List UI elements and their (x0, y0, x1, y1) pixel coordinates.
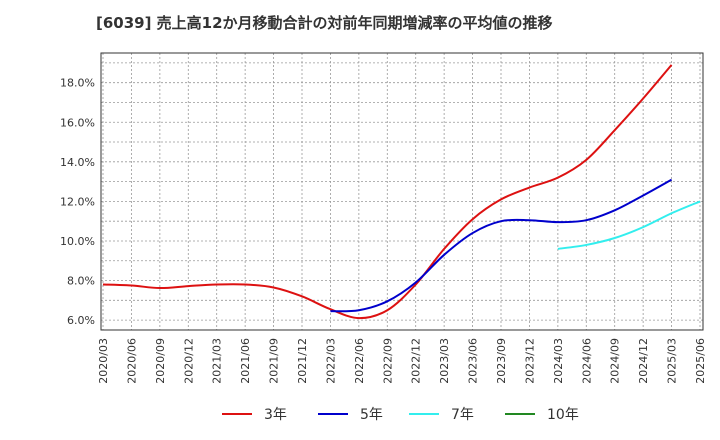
x-tick-label: 2024/06 (580, 338, 593, 384)
legend-label: 10年 (547, 407, 579, 423)
chart-title: [6039] 売上高12か月移動合計の対前年同期増減率の平均値の推移 (96, 14, 553, 32)
x-tick-label: 2023/12 (523, 338, 536, 384)
legend-label: 7年 (451, 407, 474, 423)
series-line-7年 (557, 200, 701, 250)
x-tick-label: 2021/03 (211, 338, 224, 384)
x-tick-label: 2023/03 (438, 338, 451, 384)
x-tick-label: 2020/06 (125, 338, 138, 384)
y-tick-label: 6.0% (67, 314, 95, 327)
x-tick-label: 2021/06 (239, 338, 252, 384)
legend-label: 3年 (264, 407, 287, 423)
x-tick-label: 2022/03 (324, 338, 337, 384)
legend: 3年 5年 7年 10年 (222, 407, 579, 423)
x-axis-ticks: 2020/03 2020/06 2020/09 2020/12 2021/03 2021/… (97, 338, 707, 384)
x-tick-label: 2021/12 (296, 338, 309, 384)
series-line-3年 (102, 64, 673, 320)
x-tick-label: 2024/03 (552, 338, 565, 384)
x-tick-label: 2025/03 (666, 338, 679, 384)
x-tick-label: 2020/09 (154, 338, 167, 384)
plot-frame (100, 52, 704, 331)
x-tick-label: 2025/06 (694, 338, 707, 384)
y-tick-label: 18.0% (60, 77, 95, 90)
y-axis-ticks: 6.0% 8.0% 10.0% 12.0% 14.0% 16.0% 18.0% (60, 77, 95, 327)
y-tick-label: 10.0% (60, 235, 95, 248)
x-tick-label: 2022/06 (353, 338, 366, 384)
y-tick-label: 16.0% (60, 116, 95, 129)
y-tick-label: 14.0% (60, 156, 95, 169)
grid (101, 53, 703, 330)
x-tick-label: 2023/09 (495, 338, 508, 384)
x-tick-label: 2024/12 (637, 338, 650, 384)
x-tick-label: 2021/09 (268, 338, 281, 384)
x-tick-label: 2024/09 (609, 338, 622, 384)
x-tick-label: 2023/06 (467, 338, 480, 384)
x-tick-label: 2022/09 (381, 338, 394, 384)
x-tick-label: 2020/12 (182, 338, 195, 384)
legend-label: 5年 (360, 407, 383, 423)
y-tick-label: 12.0% (60, 195, 95, 208)
x-tick-label: 2020/03 (97, 338, 110, 384)
series-line-5年 (330, 178, 673, 313)
series-lines (102, 64, 701, 320)
x-tick-label: 2022/12 (410, 338, 423, 384)
y-tick-label: 8.0% (67, 275, 95, 288)
